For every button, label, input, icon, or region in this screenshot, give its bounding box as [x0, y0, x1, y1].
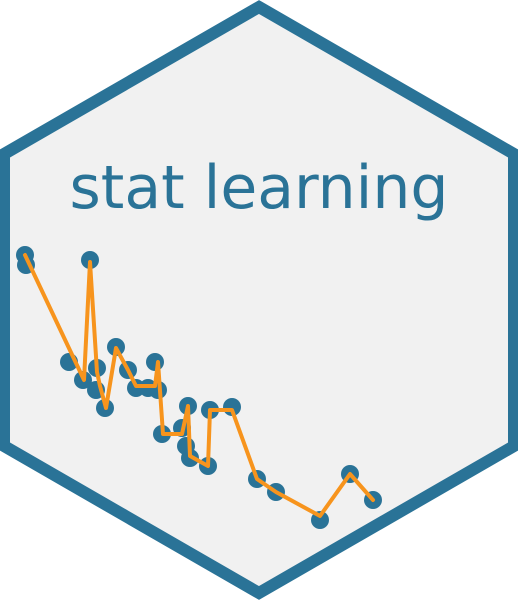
sticker-title: stat learning [70, 153, 449, 223]
data-point-2 [81, 251, 99, 269]
data-point-11 [146, 353, 164, 371]
trend-line [23, 253, 375, 518]
